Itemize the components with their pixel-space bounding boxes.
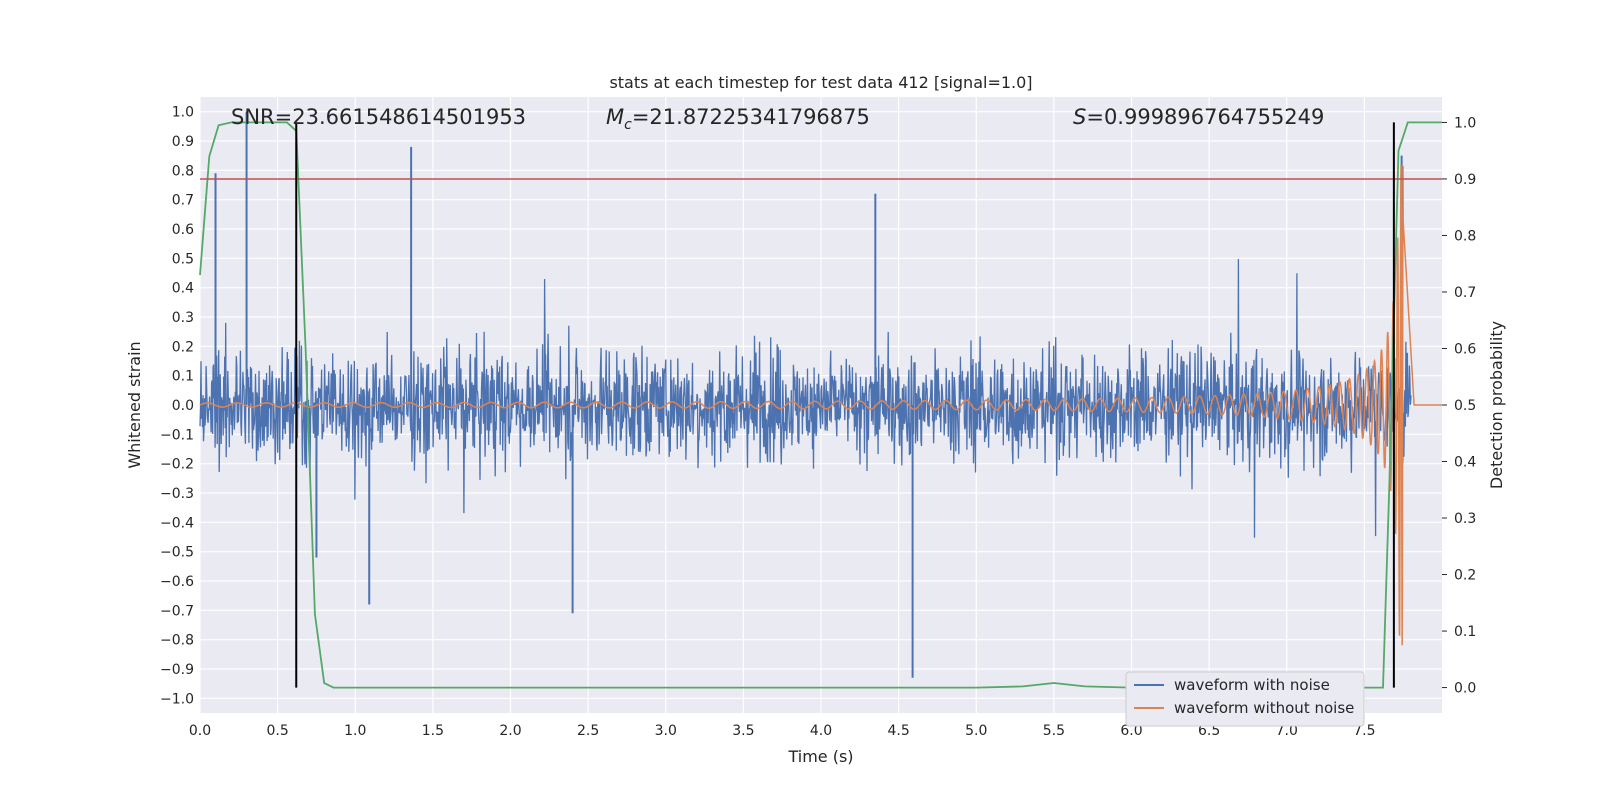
y-tick-label: −0.1 bbox=[160, 427, 194, 443]
y2-tick-label: 0.6 bbox=[1454, 341, 1476, 357]
score-symbol: S bbox=[1073, 105, 1086, 129]
y2-tick-label: 0.5 bbox=[1454, 398, 1476, 414]
y2-axis-label: Detection probability bbox=[1487, 321, 1506, 489]
legend-label-noise: waveform with noise bbox=[1174, 676, 1330, 694]
markers bbox=[200, 122, 1442, 688]
x-tick-label: 0.0 bbox=[189, 723, 211, 739]
x-tick-label: 4.0 bbox=[810, 723, 832, 739]
y2-tick-label: 0.7 bbox=[1454, 285, 1476, 301]
x-axis-ticks: 0.0 0.5 1.0 1.5 2.0 2.5 3.0 3.5 4.0 4.5 5.0 5.5 6.0 6… bbox=[189, 723, 1376, 739]
y-tick-label: 1.0 bbox=[172, 105, 194, 121]
chirp-mass-symbol: M bbox=[606, 105, 624, 129]
legend-label-signal: waveform without noise bbox=[1174, 699, 1354, 717]
y2-tick-label: 1.0 bbox=[1454, 115, 1476, 131]
x-tick-label: 2.0 bbox=[499, 723, 521, 739]
x-tick-label: 1.5 bbox=[422, 723, 444, 739]
y-tick-label: −0.3 bbox=[160, 486, 194, 502]
x-tick-label: 7.0 bbox=[1276, 723, 1298, 739]
y-tick-label: −0.7 bbox=[160, 603, 194, 619]
x-tick-label: 5.5 bbox=[1043, 723, 1065, 739]
y2-tick-label: 0.9 bbox=[1454, 172, 1476, 188]
y-tick-label: 0.7 bbox=[172, 193, 194, 209]
y-tick-label: −0.8 bbox=[160, 633, 194, 649]
legend: waveform with noise waveform without noi… bbox=[1125, 671, 1365, 727]
score-annotation: S=0.999896764755249 bbox=[1073, 105, 1324, 129]
x-axis-label: Time (s) bbox=[787, 747, 853, 766]
y-tick-label: 0.1 bbox=[172, 369, 194, 385]
y-tick-label: 0.0 bbox=[172, 398, 194, 414]
series-waveform-with-noise bbox=[199, 111, 1412, 678]
y-tick-label: 0.2 bbox=[172, 339, 194, 355]
y-tick-label: −0.5 bbox=[160, 545, 194, 561]
chirp-mass-value: =21.87225341796875 bbox=[632, 105, 870, 129]
y-axis-ticks: 1.0 0.9 0.8 0.7 0.6 0.5 0.4 0.3 0.2 0.1 0.0 −0.1 −0.… bbox=[160, 105, 194, 708]
x-tick-label: 7.5 bbox=[1353, 723, 1375, 739]
y-tick-label: 0.6 bbox=[172, 222, 194, 238]
y2-tick-label: 0.4 bbox=[1454, 455, 1476, 471]
series-waveform-without-noise bbox=[199, 164, 1442, 646]
x-tick-label: 1.0 bbox=[344, 723, 366, 739]
x-tick-label: 3.0 bbox=[655, 723, 677, 739]
noise-trace bbox=[199, 258, 1412, 538]
y2-tick-label: 0.2 bbox=[1454, 568, 1476, 584]
x-tick-label: 5.0 bbox=[965, 723, 987, 739]
y2-axis-ticks: 1.0 0.9 0.8 0.7 0.6 0.5 0.4 0.3 0.2 0.1 0.0 bbox=[1442, 115, 1476, 697]
chirp-mass-subscript: c bbox=[624, 117, 632, 133]
y-tick-label: −0.4 bbox=[160, 515, 194, 531]
y-tick-label: 0.5 bbox=[172, 251, 194, 267]
y-tick-label: 0.4 bbox=[172, 281, 194, 297]
y2-tick-label: 0.3 bbox=[1454, 511, 1476, 527]
y-tick-label: 0.3 bbox=[172, 310, 194, 326]
x-tick-label: 6.5 bbox=[1198, 723, 1220, 739]
y2-tick-label: 0.1 bbox=[1454, 624, 1476, 640]
snr-annotation: SNR=23.661548614501953 bbox=[231, 105, 526, 129]
chirp-mass-annotation: Mc=21.87225341796875 bbox=[606, 105, 870, 133]
y-tick-label: −0.2 bbox=[160, 457, 194, 473]
y2-tick-label: 0.8 bbox=[1454, 228, 1476, 244]
x-tick-label: 6.0 bbox=[1120, 723, 1142, 739]
chirp-trace bbox=[199, 164, 1442, 646]
y-tick-label: −0.9 bbox=[160, 662, 194, 678]
chart-title: stats at each timestep for test data 412… bbox=[609, 73, 1032, 92]
y-tick-label: 0.9 bbox=[172, 134, 194, 150]
y-tick-label: −1.0 bbox=[160, 691, 194, 707]
score-value: =0.999896764755249 bbox=[1086, 105, 1324, 129]
x-tick-label: 3.5 bbox=[732, 723, 754, 739]
x-tick-label: 4.5 bbox=[887, 723, 909, 739]
legend-box bbox=[1125, 671, 1365, 727]
y-axis-label: Whitened strain bbox=[125, 341, 144, 468]
y-tick-label: −0.6 bbox=[160, 574, 194, 590]
x-tick-label: 2.5 bbox=[577, 723, 599, 739]
x-tick-label: 0.5 bbox=[266, 723, 288, 739]
y2-tick-label: 0.0 bbox=[1454, 681, 1476, 697]
y-tick-label: 0.8 bbox=[172, 163, 194, 179]
